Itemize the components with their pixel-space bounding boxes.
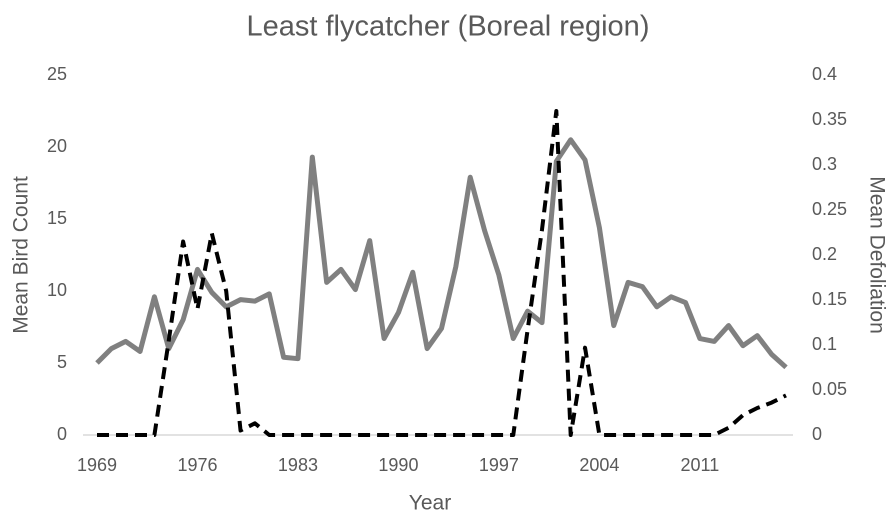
y2-tick-label: 0.4	[812, 64, 837, 84]
y2-tick-label: 0.2	[812, 244, 837, 264]
y2-axis-label: Mean Defoliation	[865, 176, 888, 334]
y-tick-label: 0	[57, 424, 67, 444]
y2-tick-label: 0.15	[812, 289, 847, 309]
x-tick-label: 2004	[579, 455, 619, 475]
x-tick-label: 1976	[177, 455, 217, 475]
y2-tick-label: 0.1	[812, 334, 837, 354]
y2-tick-label: 0.3	[812, 154, 837, 174]
x-tick-label: 1990	[378, 455, 418, 475]
y-tick-label: 20	[47, 136, 67, 156]
x-axis-label: Year	[409, 492, 451, 515]
y-tick-label: 10	[47, 280, 67, 300]
y-tick-label: 5	[57, 352, 67, 372]
chart-title: Least flycatcher (Boreal region)	[247, 11, 650, 43]
y2-tick-label: 0	[812, 424, 822, 444]
series-line	[95, 137, 788, 370]
y2-tick-label: 0.25	[812, 199, 847, 219]
x-tick-label: 2011	[681, 455, 720, 475]
y-tick-label: 15	[47, 208, 67, 228]
y-tick-label: 25	[47, 64, 67, 84]
series-line	[97, 109, 787, 437]
y-axis-label: Mean Bird Count	[10, 176, 33, 334]
x-tick-label: 1969	[77, 455, 117, 475]
y2-tick-label: 0.05	[812, 379, 847, 399]
x-tick-label: 1997	[479, 455, 519, 475]
x-tick-label: 1983	[278, 455, 318, 475]
y2-tick-label: 0.35	[812, 109, 847, 129]
